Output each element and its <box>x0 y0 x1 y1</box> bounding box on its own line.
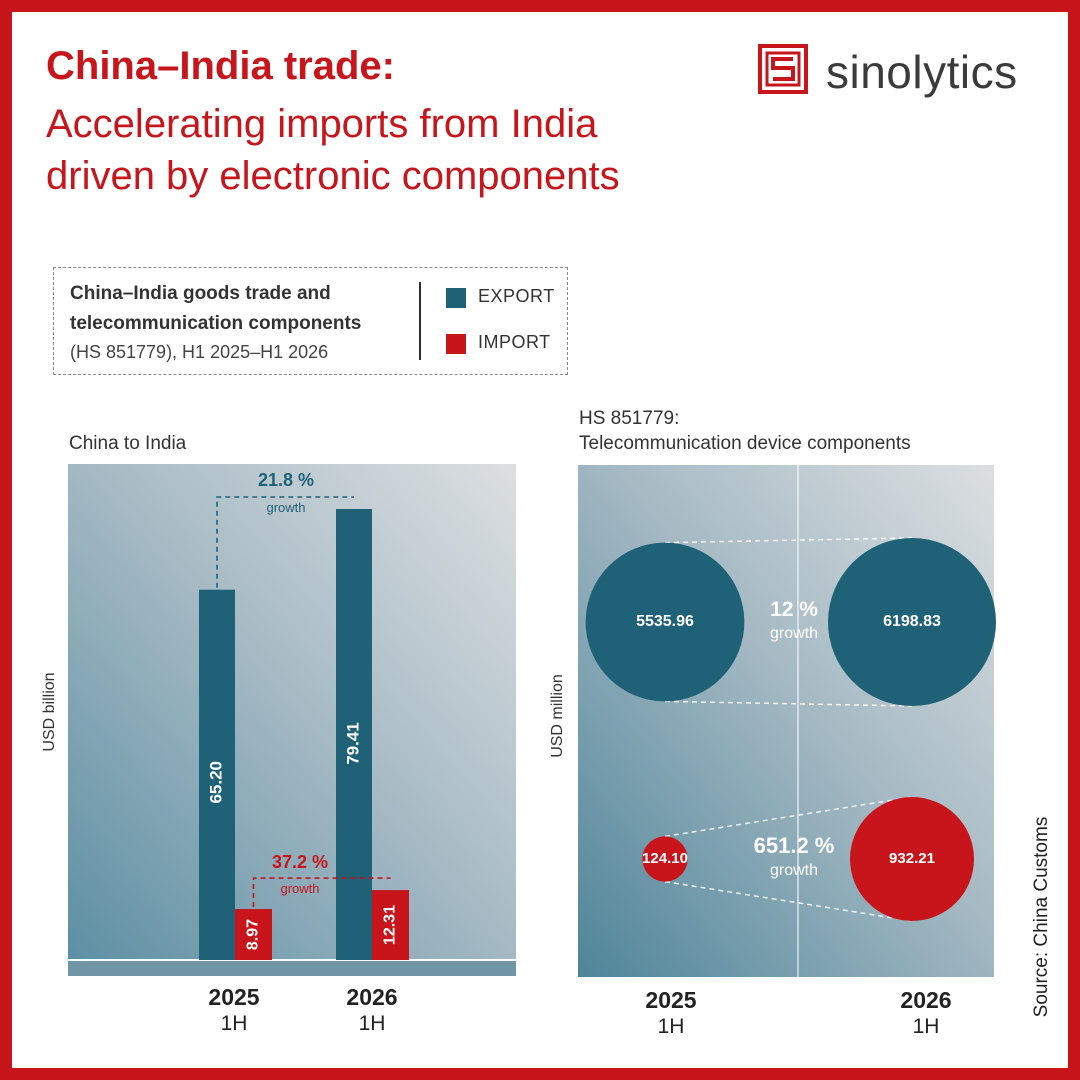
page-title: China–India trade: <box>46 44 395 88</box>
bar-chart-y-axis-label: USD billion <box>41 672 58 752</box>
bubble-x-sublabel-2026: 1H <box>912 1015 940 1038</box>
export-bar-label-2025: 65.20 <box>206 761 225 804</box>
legend-divider <box>419 282 421 360</box>
import-bar-2025 <box>235 909 272 960</box>
bubble-chart: 5535.96 6198.83 12 % growth 124.10 932.21 651.… <box>578 465 996 977</box>
bubble-chart-title-line-1: HS 851779: <box>579 408 680 429</box>
import-bar-label-2025: 8.97 <box>245 919 262 950</box>
import-growth-connector-top <box>664 796 913 838</box>
export-bar-2025 <box>199 589 235 960</box>
legend-export-swatch <box>446 288 466 308</box>
import-growth-connector-bottom <box>664 880 913 922</box>
legend-import-label: IMPORT <box>478 332 551 352</box>
bubble-chart-y-axis-label: USD million <box>549 674 566 758</box>
import-growth-value: 37.2 % <box>272 852 328 872</box>
export-bubble-label-2025: 5535.96 <box>636 613 694 630</box>
legend-export-label: EXPORT <box>478 286 555 306</box>
bubble-x-sublabel-2025: 1H <box>657 1015 685 1038</box>
brand-name: sinolytics <box>826 46 1018 98</box>
export-growth-caption: growth <box>266 500 305 515</box>
import-bubble-2025 <box>642 836 688 882</box>
legend-subtitle: (HS 851779), H1 2025–H1 2026 <box>70 342 329 362</box>
export-bubble-growth-caption: growth <box>770 625 818 642</box>
export-bubble-2026 <box>828 538 996 706</box>
import-bubble-label-2025: 124.10 <box>642 850 688 867</box>
bar-x-label-2025: 2025 <box>208 984 260 1010</box>
bar-chart-floor <box>68 960 516 976</box>
import-bubble-growth-value: 651.2 % <box>754 833 835 858</box>
export-bubble-label-2026: 6198.83 <box>883 613 941 630</box>
import-growth-caption: growth <box>280 881 319 896</box>
bubble-chart-title-line-2: Telecommunication device components <box>579 433 911 454</box>
page-subtitle-line-2: driven by electronic components <box>46 154 620 198</box>
sinolytics-logo-icon <box>758 44 808 94</box>
bar-chart-background <box>68 464 516 976</box>
import-bar-2026 <box>372 890 409 960</box>
brand-logo: sinolytics <box>758 44 1048 100</box>
bar-chart-title: China to India <box>69 433 187 454</box>
bubble-x-label-2025: 2025 <box>645 987 697 1013</box>
import-bar-label-2026: 12.31 <box>382 905 399 945</box>
bar-chart: 65.20 79.41 8.97 12.31 21.8 % growth 37.2 % gro… <box>68 464 516 976</box>
import-bubble-2026 <box>850 797 974 921</box>
export-growth-value: 21.8 % <box>258 470 314 490</box>
legend-title-line-1: China–India goods trade and <box>70 283 331 304</box>
bar-x-sublabel-2026: 1H <box>358 1012 386 1035</box>
import-bubble-label-2026: 932.21 <box>889 850 935 867</box>
export-bubble-2025 <box>585 542 745 702</box>
legend-import-swatch <box>446 334 466 354</box>
export-growth-connector <box>216 496 354 588</box>
import-growth-connector <box>252 877 391 908</box>
bubble-x-label-2026: 2026 <box>900 987 952 1013</box>
legend-box: China–India goods trade and telecommunic… <box>53 267 568 375</box>
source-note: Source: China Customs <box>1031 816 1052 1018</box>
legend-title-line-2: telecommunication components <box>70 313 362 334</box>
page-subtitle-line-1: Accelerating imports from India <box>46 102 598 146</box>
import-bubble-growth-caption: growth <box>770 862 818 879</box>
export-bubble-growth-value: 12 % <box>770 598 818 621</box>
bar-x-label-2026: 2026 <box>346 984 398 1010</box>
bar-x-sublabel-2025: 1H <box>220 1012 248 1035</box>
export-bar-2026 <box>336 509 372 960</box>
export-bar-label-2026: 79.41 <box>343 722 362 765</box>
